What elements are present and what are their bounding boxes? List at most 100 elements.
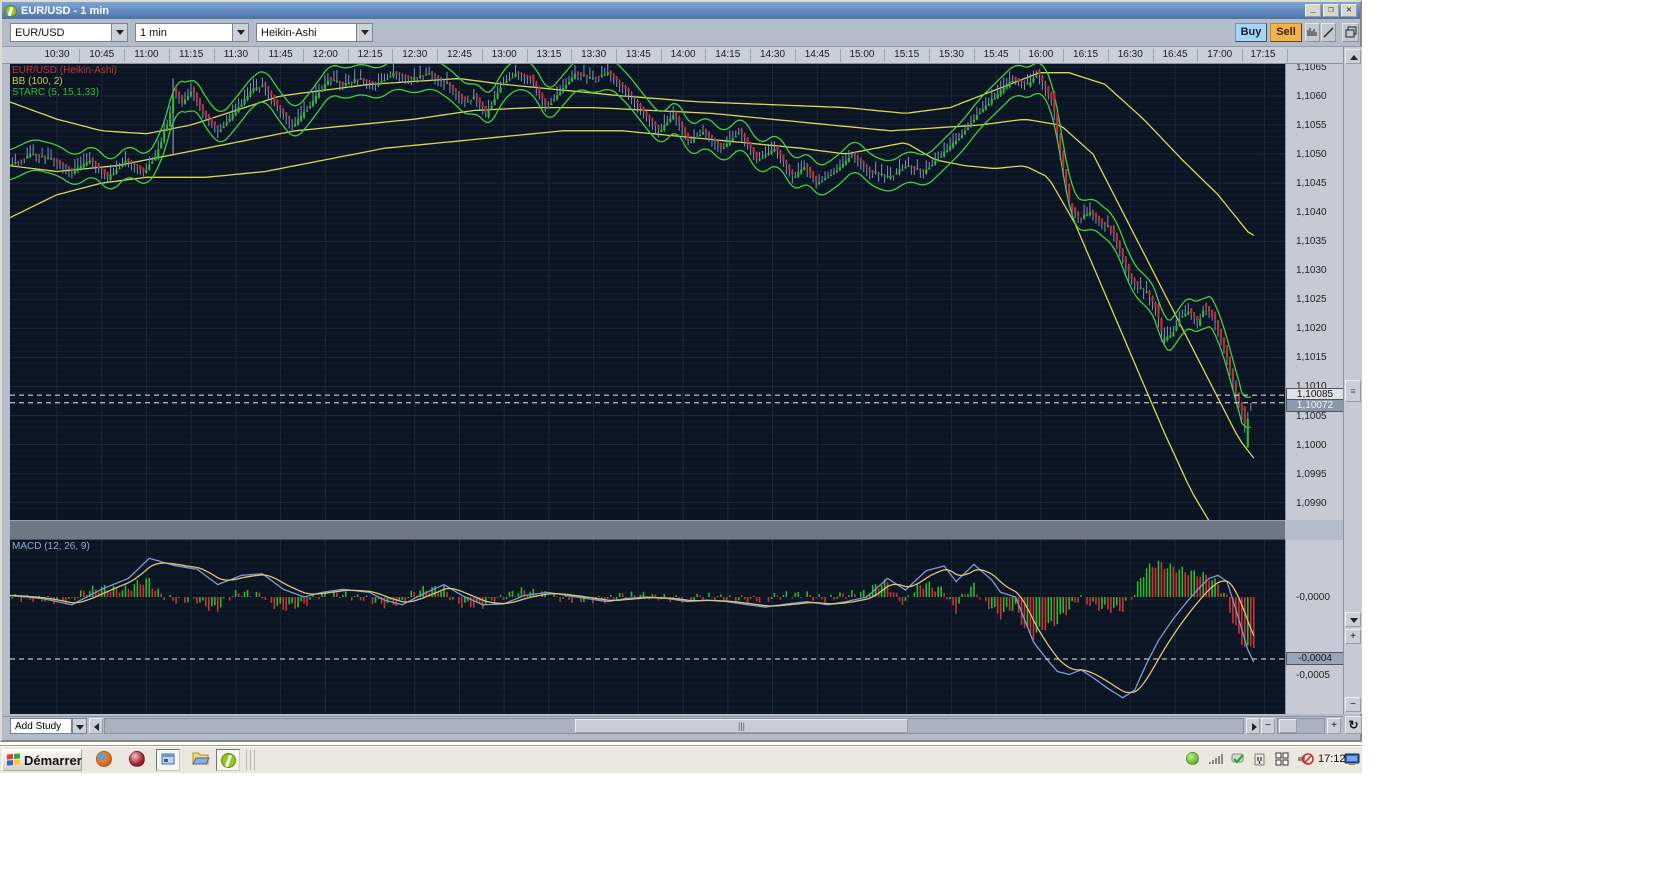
chart-type-select[interactable]: Heikin-Ashi [256, 23, 373, 42]
window-panes-icon[interactable] [1274, 752, 1290, 769]
candle-body [901, 169, 904, 171]
candle-body [1017, 77, 1020, 82]
interval-select[interactable]: 1 min [135, 23, 249, 42]
time-label: 14:15 [715, 49, 741, 60]
candle-body [359, 78, 362, 80]
cascade-windows-icon [1345, 26, 1356, 38]
panel-splitter[interactable] [10, 520, 1285, 540]
chevron-down-icon[interactable] [111, 24, 127, 41]
candle-body [928, 167, 931, 170]
time-label: 11:45 [268, 49, 293, 60]
hzoom-out-button[interactable]: − [1261, 718, 1275, 734]
candle-body [675, 111, 678, 116]
time-label: 15:15 [894, 49, 920, 60]
candle-body [300, 115, 303, 121]
scroll-up-button[interactable] [1345, 49, 1361, 64]
horizontal-scroll-thumb[interactable]: ||| [575, 719, 908, 733]
candle-body [320, 90, 324, 92]
folder-icon[interactable] [192, 751, 210, 769]
start-button[interactable]: Démarrer [2, 749, 82, 771]
volume-muted-icon[interactable] [1296, 752, 1314, 769]
firefox-icon[interactable] [96, 751, 114, 769]
zoom-in-button[interactable]: + [1345, 629, 1361, 644]
candle-body [1225, 345, 1229, 358]
time-label: 17:00 [1207, 49, 1233, 60]
scroll-left-button[interactable] [89, 718, 103, 734]
candle-body [573, 73, 577, 79]
candle-body [240, 104, 243, 107]
candle-body [990, 99, 993, 105]
display-monitor-icon[interactable] [1344, 752, 1361, 770]
hzoom-track[interactable] [1277, 718, 1325, 734]
candle-body [910, 166, 913, 168]
candle-body [1139, 287, 1142, 289]
scroll-down-button[interactable] [1345, 612, 1361, 627]
time-axis[interactable]: 10:30 10:45 11:00 11:15 11:30 11:45 12:00 12:15… [2, 47, 1343, 64]
candle-body [186, 96, 190, 100]
add-study-dropdown-button[interactable] [72, 718, 87, 734]
main-chart-area[interactable]: EUR/USD (Heikin-Ashi) BB (100, 2) STARC … [10, 64, 1285, 520]
trendline-icon-button[interactable] [1321, 23, 1336, 42]
signal-bars-icon[interactable] [1208, 752, 1224, 769]
main-chart-canvas[interactable] [10, 64, 1285, 520]
candle-body [1219, 329, 1223, 340]
scroll-right-button[interactable] [1246, 718, 1260, 734]
candle-body [154, 156, 157, 161]
candle-body [859, 158, 862, 161]
vertical-scrollbar[interactable]: ≡ + − [1343, 47, 1362, 714]
candle-body [151, 161, 154, 164]
macd-chart-canvas[interactable] [10, 540, 1285, 714]
time-separator [794, 49, 796, 62]
horizontal-scroll-track[interactable]: ||| [104, 718, 1244, 734]
macd-axis[interactable]: -0,0000 -0,0005 -0,0004 [1285, 540, 1343, 714]
zoom-out-button[interactable]: − [1345, 697, 1361, 712]
symbol-select[interactable]: EUR/USD [10, 23, 128, 42]
chevron-down-icon[interactable] [356, 24, 372, 41]
close-button[interactable]: ✕ [1341, 4, 1357, 17]
macd-chart-area[interactable]: MACD (12, 26, 9) [10, 540, 1285, 714]
candle-body [1178, 319, 1181, 326]
candle-body [570, 77, 574, 82]
cascade-windows-button[interactable] [1342, 23, 1359, 42]
candle-body [64, 165, 68, 167]
chart-bars-icon-button[interactable] [1305, 23, 1320, 42]
chart-left-border [2, 64, 10, 714]
add-study-select[interactable]: Add Study [10, 718, 72, 734]
reset-view-button[interactable]: ↻ [1345, 716, 1362, 734]
trading-app-icon[interactable] [216, 749, 240, 771]
candle-body [466, 101, 469, 103]
red-orb-app-icon[interactable] [129, 751, 147, 769]
sell-button[interactable]: Sell [1270, 23, 1302, 42]
shield-check-icon[interactable] [1230, 752, 1246, 769]
candle-body [326, 80, 330, 85]
restore-button[interactable]: ❐ [1323, 4, 1339, 17]
remote-app-icon[interactable] [156, 749, 180, 771]
time-label: 17:15 [1250, 49, 1276, 60]
candle-body [770, 150, 773, 154]
power-plug-icon[interactable] [1252, 752, 1268, 769]
candle-body [246, 95, 249, 101]
candle-body [645, 110, 648, 116]
time-separator [1286, 49, 1288, 62]
candle-body [487, 109, 490, 118]
time-label: 16:15 [1073, 49, 1099, 60]
minimize-button[interactable]: _ [1305, 4, 1321, 17]
candle-body [1187, 311, 1190, 315]
vertical-scroll-thumb[interactable]: ≡ [1345, 380, 1361, 402]
hzoom-in-button[interactable]: + [1327, 718, 1341, 734]
status-green-icon[interactable] [1186, 752, 1199, 765]
hzoom-thumb[interactable] [1279, 719, 1297, 733]
candle-body [136, 164, 139, 167]
candle-body [371, 81, 374, 84]
title-bar[interactable]: EUR/USD - 1 min _ ❐ ✕ [2, 2, 1360, 19]
price-axis[interactable]: 1,1065 1,1060 1,1055 1,1050 1,1045 1,1040 1,10… [1285, 64, 1343, 520]
candle-body [73, 169, 76, 174]
time-label: 10:30 [44, 49, 70, 60]
candle-body [463, 96, 466, 101]
candle-body [690, 142, 693, 144]
candle-body [993, 98, 996, 100]
chevron-down-icon[interactable] [232, 24, 248, 41]
candle-body [725, 143, 728, 147]
candle-body [294, 123, 297, 127]
buy-button[interactable]: Buy [1235, 23, 1267, 42]
